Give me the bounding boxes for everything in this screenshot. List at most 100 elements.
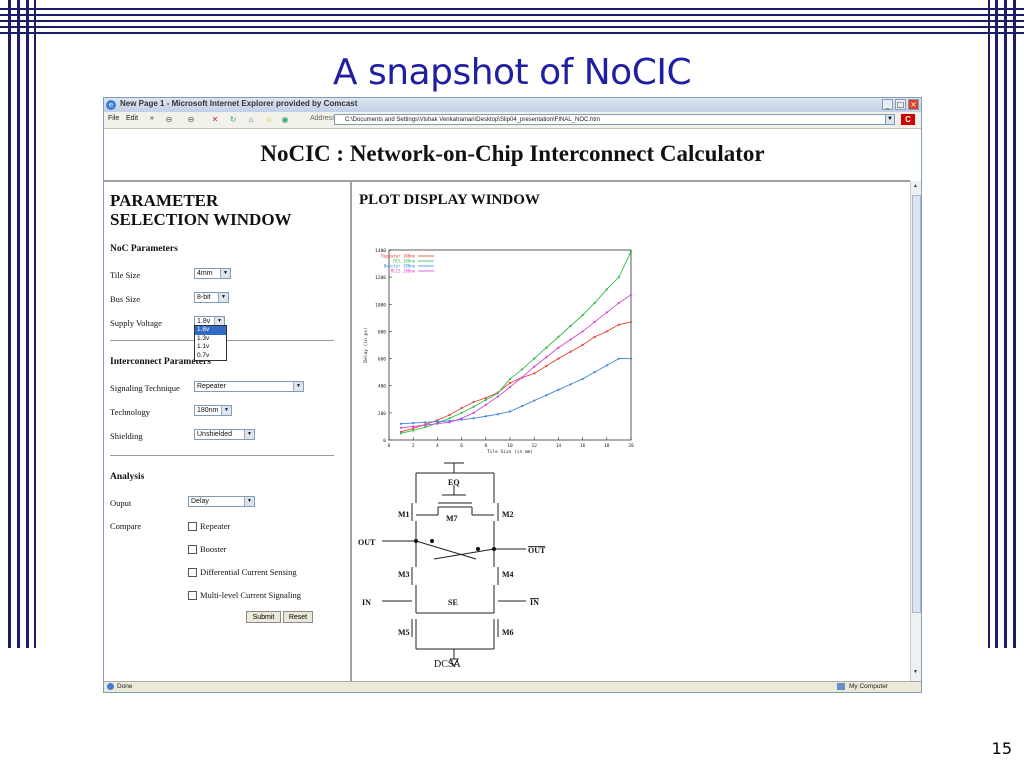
slide-title: A snapshot of NoCIC: [332, 52, 692, 93]
tile-size-label: Tile Size: [110, 270, 141, 280]
parameter-panel: PARAMETER SELECTION WINDOW NoC Parameter…: [104, 181, 350, 681]
plot-window-title: PLOT DISPLAY WINDOW: [359, 192, 540, 208]
scrollbar-thumb[interactable]: [912, 195, 921, 613]
scroll-down-icon[interactable]: ▼: [913, 670, 918, 675]
series-line-0: [400, 321, 632, 433]
scroll-up-icon[interactable]: ▲: [913, 184, 918, 189]
data-point: [593, 320, 596, 324]
menu-file[interactable]: File: [108, 115, 120, 122]
data-point: [569, 350, 572, 353]
data-point: [557, 388, 560, 391]
chevron-down-icon: ▼: [244, 430, 254, 439]
data-point: [605, 311, 608, 314]
data-point: [545, 346, 548, 349]
tile-size-select[interactable]: 4mm ▼: [194, 268, 231, 279]
x-tick-label: 14: [556, 443, 562, 449]
circuit-label-out: OUT: [358, 538, 376, 547]
compare-repeater-label: Repeater: [200, 521, 231, 531]
compare-repeater-checkbox[interactable]: [188, 522, 197, 531]
data-point: [629, 357, 633, 360]
menu-edit[interactable]: Edit: [126, 115, 139, 122]
dropdown-option[interactable]: 1.1v: [197, 343, 210, 350]
status-bar: Done My Computer: [104, 681, 921, 692]
dropdown-option[interactable]: 1.3v: [197, 334, 210, 342]
data-point: [448, 421, 451, 424]
data-point: [484, 396, 487, 400]
circuit-label-in: IN: [362, 598, 371, 607]
browser-toolbar: File Edit » ⊖ ⊖ ✕ ↻ ⌂ ☆ ◉ Address C:\Doc…: [104, 112, 921, 129]
tile-size-value: 4mm: [197, 270, 213, 277]
back-icon[interactable]: ⊖: [165, 115, 173, 124]
compare-booster-checkbox[interactable]: [188, 545, 197, 554]
data-point: [508, 377, 512, 381]
bus-size-select[interactable]: 8-bit ▼: [194, 292, 229, 303]
frame-divider: [104, 180, 910, 182]
status-text: Done: [117, 683, 133, 690]
circuit-label-outb: OUT: [528, 546, 546, 555]
window-titlebar[interactable]: e New Page 1 - Microsoft Internet Explor…: [104, 98, 921, 112]
address-label: Address: [310, 115, 336, 122]
output-label: Ouput: [110, 498, 132, 508]
x-tick-label: 18: [604, 443, 610, 449]
media-icon[interactable]: ◉: [281, 115, 289, 124]
compare-mlcs-checkbox[interactable]: [188, 591, 197, 600]
data-point: [569, 383, 572, 386]
forward-icon[interactable]: ⊖: [187, 115, 195, 124]
shielding-label: Shielding: [110, 431, 143, 441]
data-point: [557, 335, 560, 338]
address-bar[interactable]: C:\Documents and Settings\Vishak Venkatr…: [334, 114, 894, 125]
bus-size-value: 8-bit: [197, 294, 211, 301]
x-axis-label: Tile Size (in mm): [487, 449, 533, 455]
dropdown-option[interactable]: 0.7v: [197, 351, 210, 359]
data-point: [617, 276, 620, 279]
data-point: [605, 288, 608, 291]
signaling-select[interactable]: Repeater ▼: [194, 381, 304, 392]
circuit-label-m3: M3: [398, 570, 410, 579]
maximize-icon[interactable]: □: [895, 99, 906, 110]
stop-icon[interactable]: ✕: [211, 115, 219, 124]
data-point: [521, 404, 524, 408]
data-point: [593, 371, 596, 374]
data-point: [472, 405, 475, 408]
data-point: [557, 357, 560, 360]
refresh-icon[interactable]: ↻: [229, 115, 237, 124]
data-point: [545, 394, 548, 397]
supply-voltage-dropdown-list: 1.8v 1.3v 1.1v 0.7v: [194, 325, 227, 361]
address-dropdown-icon[interactable]: ▼: [885, 114, 895, 125]
data-point: [496, 395, 499, 398]
output-value: Delay: [191, 498, 209, 505]
data-point: [629, 293, 633, 296]
circuit-label-m2: M2: [502, 510, 514, 519]
dropdown-option[interactable]: 1.8v: [195, 326, 226, 335]
go-button[interactable]: C: [901, 114, 915, 125]
data-point: [508, 410, 512, 413]
data-point: [617, 357, 620, 360]
legend-entry: MLCS 180nm: [391, 269, 416, 274]
data-point: [400, 426, 403, 429]
data-point: [460, 407, 463, 410]
minimize-icon[interactable]: _: [882, 99, 893, 110]
close-icon[interactable]: ×: [908, 99, 919, 110]
x-tick-label: 12: [531, 443, 537, 449]
x-tick-label: 4: [436, 443, 439, 449]
noc-params-heading: NoC Parameters: [110, 244, 178, 254]
compare-dcs-checkbox[interactable]: [188, 568, 197, 577]
shielding-select[interactable]: Unshielded ▼: [194, 429, 255, 440]
vertical-scrollbar[interactable]: ▲ ▼: [910, 181, 921, 681]
submit-button[interactable]: Submit: [246, 611, 281, 623]
data-point: [424, 426, 427, 429]
data-point: [617, 323, 620, 326]
data-point: [593, 335, 596, 338]
y-tick-label: 1000: [375, 302, 386, 308]
home-icon[interactable]: ⌂: [248, 115, 254, 124]
data-point: [617, 301, 620, 305]
data-point: [472, 417, 475, 420]
browser-window: e New Page 1 - Microsoft Internet Explor…: [103, 97, 922, 693]
output-select[interactable]: Delay ▼: [188, 496, 255, 507]
favorites-icon[interactable]: ☆: [265, 115, 273, 124]
menu-more[interactable]: »: [150, 115, 154, 122]
data-point: [545, 364, 548, 368]
technology-select[interactable]: 180nm ▼: [194, 405, 232, 416]
y-tick-label: 200: [378, 411, 386, 417]
reset-button[interactable]: Reset: [283, 611, 313, 623]
